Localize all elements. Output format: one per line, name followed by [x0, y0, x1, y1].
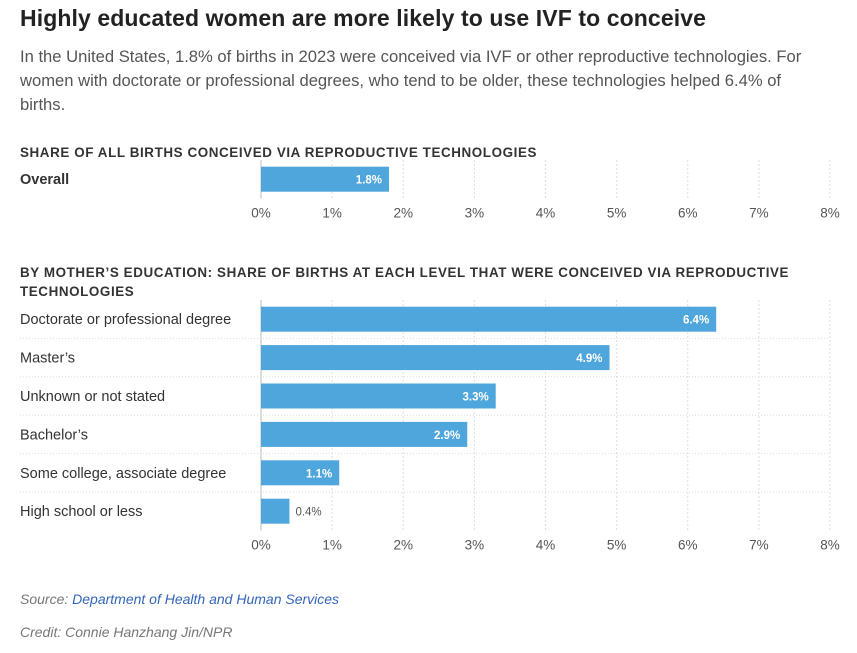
overall-section-label: SHARE OF ALL BIRTHS CONCEIVED VIA REPROD…	[20, 145, 538, 160]
category-label: Bachelor’s	[20, 427, 88, 443]
source-prefix: Source:	[20, 591, 69, 607]
category-label: Some college, associate degree	[20, 466, 226, 482]
bar	[261, 383, 496, 409]
x-tick-label: 8%	[820, 205, 840, 220]
source-line: Source: Department of Health and Human S…	[20, 591, 339, 607]
data-label: 4.9%	[576, 353, 602, 365]
overall-bar-chart: 0% 1% 2% 3% 4% 5% 6% 7% 8% Overall 1.8%	[20, 160, 840, 220]
chart-title: Highly educated women are more likely to…	[20, 5, 706, 31]
x-tick-label: 7%	[749, 205, 769, 220]
x-tick-label: 6%	[678, 205, 698, 220]
education-bar-chart: 0% 1% 2% 3% 4% 5% 6% 7% 8% Doctorate or professio…	[20, 300, 840, 552]
data-label: 1.1%	[306, 468, 332, 480]
x-tick-label: 2%	[393, 537, 413, 552]
chart-subtitle: In the United States, 1.8% of births in …	[20, 47, 802, 114]
x-tick-label: 0%	[251, 537, 271, 552]
credit-line: Credit: Connie Hanzhang Jin/NPR	[20, 624, 233, 640]
x-tick-label: 5%	[607, 537, 627, 552]
bar	[261, 421, 468, 447]
bar	[261, 166, 390, 192]
data-label: 6.4%	[683, 315, 709, 327]
category-label: Overall	[20, 172, 69, 188]
data-label: 3.3%	[462, 392, 488, 404]
category-label: Doctorate or professional degree	[20, 312, 231, 328]
x-tick-label: 1%	[322, 537, 342, 552]
x-tick-label: 7%	[749, 537, 769, 552]
category-label: Unknown or not stated	[20, 389, 165, 405]
x-tick-label: 4%	[536, 205, 556, 220]
x-tick-label: 6%	[678, 537, 698, 552]
bar	[261, 498, 290, 524]
data-label: 0.4%	[295, 507, 321, 519]
category-label: Master’s	[20, 351, 75, 367]
x-tick-label: 8%	[820, 537, 840, 552]
x-tick-label: 5%	[607, 205, 627, 220]
source-link[interactable]: Department of Health and Human Services	[72, 591, 340, 607]
x-tick-label: 2%	[393, 205, 413, 220]
bar	[261, 345, 610, 371]
x-tick-label: 3%	[465, 205, 485, 220]
category-label: High school or less	[20, 504, 143, 520]
x-tick-label: 0%	[251, 205, 271, 220]
x-tick-label: 1%	[322, 205, 342, 220]
data-label: 1.8%	[356, 175, 382, 187]
x-tick-label: 3%	[465, 537, 485, 552]
bar	[261, 460, 340, 486]
data-label: 2.9%	[434, 430, 460, 442]
education-section-label: BY MOTHER’S EDUCATION: SHARE OF BIRTHS A…	[20, 265, 790, 299]
x-tick-label: 4%	[536, 537, 556, 552]
bar	[261, 306, 717, 332]
